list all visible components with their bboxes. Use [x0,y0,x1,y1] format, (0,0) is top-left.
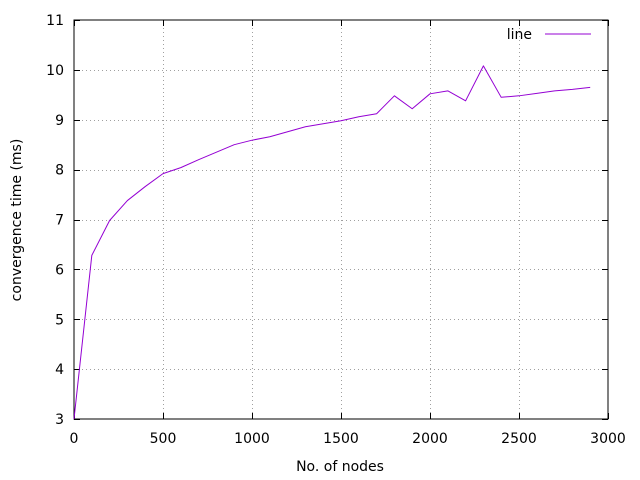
x-tick-label: 1000 [234,431,270,447]
y-tick-label: 5 [55,312,64,328]
y-tick-label: 9 [55,113,64,129]
series-line-line [73,65,591,420]
y-tick-label: 6 [55,262,64,278]
y-tick-label: 11 [46,13,64,29]
x-tick-label: 3000 [590,431,626,447]
grid [74,20,608,419]
x-tick-label: 2500 [501,431,537,447]
y-tick-label: 8 [55,163,64,179]
axis-ticks: 0 500 1000 1500 2000 2500 3000 3 4 5 6 7 8 9 10 11 [46,13,626,447]
x-axis-label: No. of nodes [296,459,384,475]
plot-frame [73,19,609,420]
y-axis-label: convergence time (ms) [9,139,25,302]
x-tick-label: 0 [70,431,79,447]
y-tick-label: 3 [55,412,64,428]
series-layer [73,65,591,420]
y-tick-label: 7 [55,213,64,229]
legend-label-line: line [507,27,532,43]
x-tick-label: 500 [150,431,177,447]
y-tick-label: 10 [46,63,64,79]
x-tick-label: 1500 [323,431,359,447]
x-tick-label: 2000 [412,431,448,447]
y-tick-label: 4 [55,362,64,378]
legend: line [507,27,591,43]
